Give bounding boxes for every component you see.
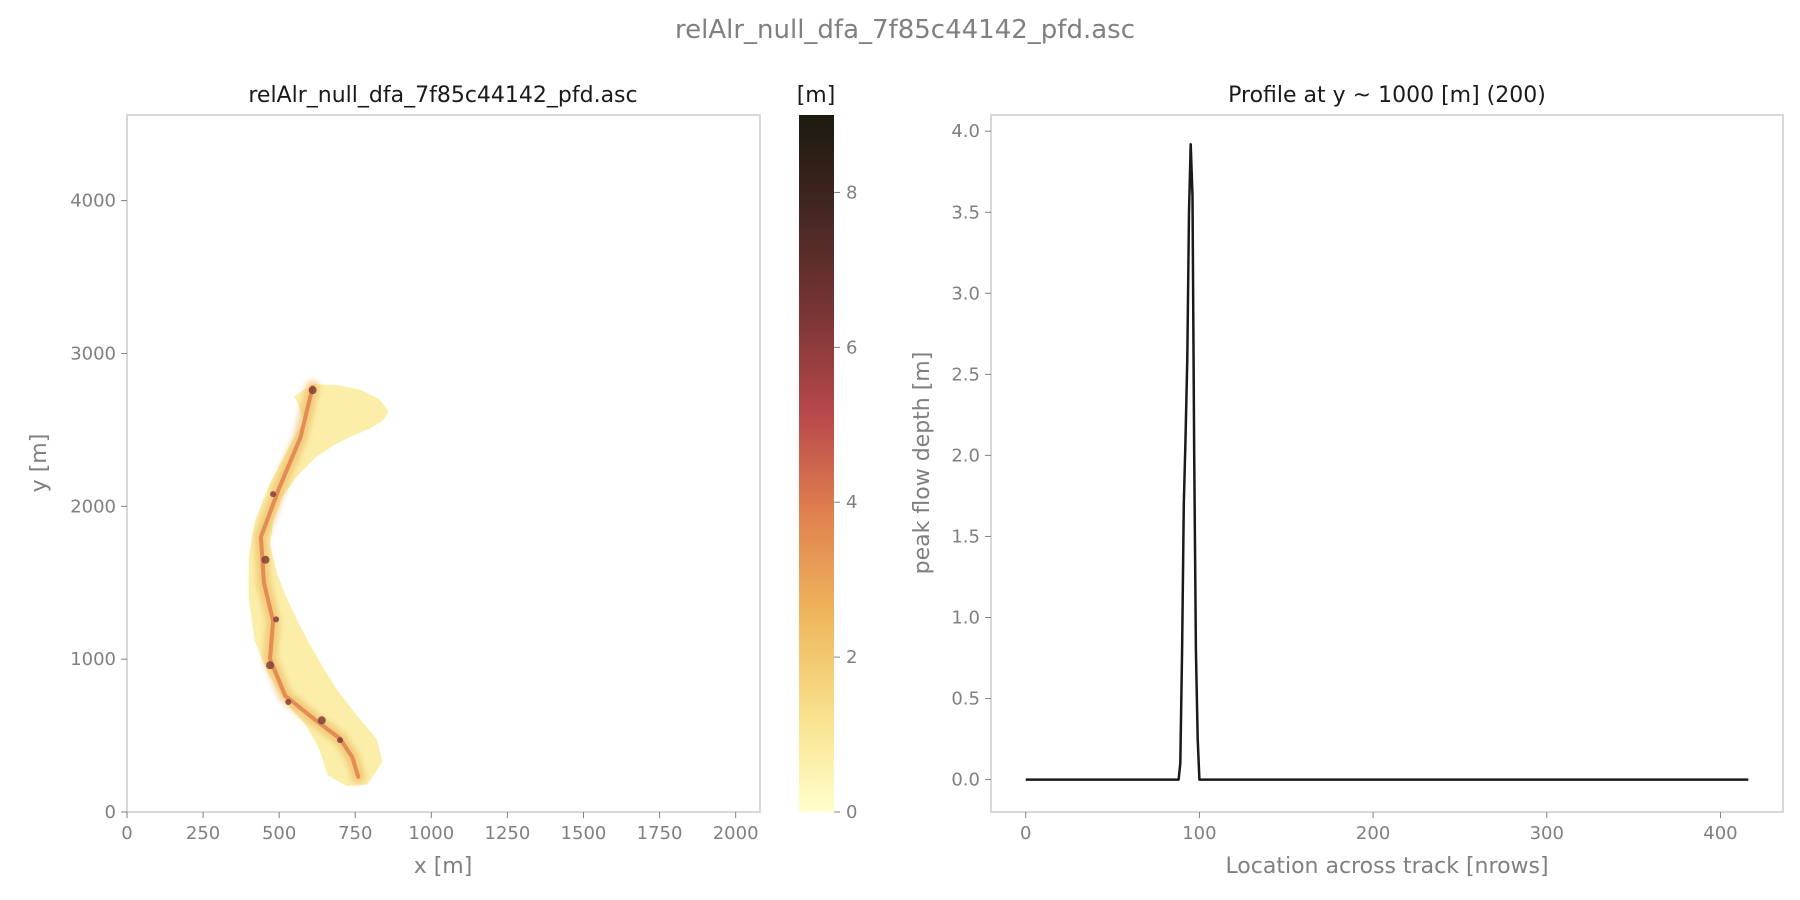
depth-peak <box>270 491 277 498</box>
map-y-tick-label: 1000 <box>70 649 116 670</box>
map-x-tick-label: 250 <box>186 823 220 844</box>
profile-y-axis: 0.0 0.5 1.0 1.5 2.0 2.5 3.0 3.5 4.0 <box>951 121 991 791</box>
profile-y-tick-label: 3.0 <box>951 283 980 304</box>
colorbar-tick-label: 8 <box>846 182 857 203</box>
map-x-tick-label: 0 <box>121 823 132 844</box>
colorbar-label: [m] <box>797 83 836 108</box>
map-x-axis: 0 250 500 750 1000 1250 1500 1750 2000 <box>121 812 759 844</box>
profile-y-tick-label: 4.0 <box>951 121 980 142</box>
map-panel: relAlr_null_dfa_7f85c44142_pfd.asc 0 250 5… <box>27 83 761 879</box>
depth-peak <box>317 716 326 725</box>
map-x-axis-label: x [m] <box>414 854 473 879</box>
profile-x-tick-label: 400 <box>1703 823 1737 844</box>
colorbar-gradient <box>799 115 834 812</box>
profile-y-tick-label: 2.0 <box>951 445 980 466</box>
profile-y-tick-label: 0.5 <box>951 689 980 710</box>
profile-x-axis-label: Location across track [nrows] <box>1225 854 1548 879</box>
profile-y-tick-label: 2.5 <box>951 364 980 385</box>
map-x-tick-label: 1250 <box>485 823 531 844</box>
colorbar-tick-label: 2 <box>846 647 857 668</box>
profile-y-tick-label: 0.0 <box>951 770 980 791</box>
colorbar-tick-label: 4 <box>846 492 857 513</box>
map-y-tick-label: 0 <box>105 802 116 823</box>
map-y-tick-label: 2000 <box>70 496 116 517</box>
profile-x-tick-label: 200 <box>1356 823 1390 844</box>
map-x-tick-label: 2000 <box>713 823 759 844</box>
profile-y-tick-label: 1.0 <box>951 607 980 628</box>
depth-peak <box>308 386 317 395</box>
profile-x-axis: 0 100 200 300 400 <box>1020 812 1738 844</box>
map-frame <box>126 114 761 813</box>
profile-series-line <box>1025 142 1749 781</box>
figure-suptitle: relAlr_null_dfa_7f85c44142_pfd.asc <box>675 15 1135 45</box>
map-x-tick-label: 1750 <box>637 823 683 844</box>
profile-y-tick-label: 3.5 <box>951 202 980 223</box>
profile-title: Profile at y ~ 1000 [m] (200) <box>1228 83 1546 108</box>
map-x-tick-label: 750 <box>338 823 372 844</box>
map-y-tick-label: 4000 <box>70 191 116 212</box>
depth-peak <box>273 616 280 623</box>
map-plot-area <box>248 380 389 786</box>
colorbar-ticks: 0 2 4 6 8 <box>834 182 857 823</box>
map-y-axis: 0 1000 2000 3000 4000 <box>70 191 127 823</box>
map-y-axis-label: y [m] <box>27 434 52 493</box>
profile-x-tick-label: 0 <box>1020 823 1031 844</box>
profile-frame <box>990 114 1784 813</box>
map-x-tick-label: 500 <box>262 823 296 844</box>
depth-peak <box>266 661 275 670</box>
profile-plot-area <box>1025 142 1749 781</box>
colorbar-tick-label: 6 <box>846 337 857 358</box>
profile-y-tick-label: 1.5 <box>951 526 980 547</box>
depth-peak <box>337 737 344 744</box>
profile-x-tick-label: 300 <box>1530 823 1564 844</box>
map-y-tick-label: 3000 <box>70 343 116 364</box>
map-x-tick-label: 1500 <box>561 823 607 844</box>
depth-peak <box>285 698 292 705</box>
map-title: relAlr_null_dfa_7f85c44142_pfd.asc <box>248 83 637 108</box>
colorbar-tick-label: 0 <box>846 802 857 823</box>
depth-peak <box>261 555 270 564</box>
profile-x-tick-label: 100 <box>1182 823 1216 844</box>
profile-y-axis-label: peak flow depth [m] <box>910 352 935 575</box>
map-x-tick-label: 1000 <box>408 823 454 844</box>
colorbar: [m] 0 2 4 6 8 <box>797 83 858 823</box>
profile-panel: Profile at y ~ 1000 [m] (200) 0 100 200 300… <box>910 83 1784 879</box>
